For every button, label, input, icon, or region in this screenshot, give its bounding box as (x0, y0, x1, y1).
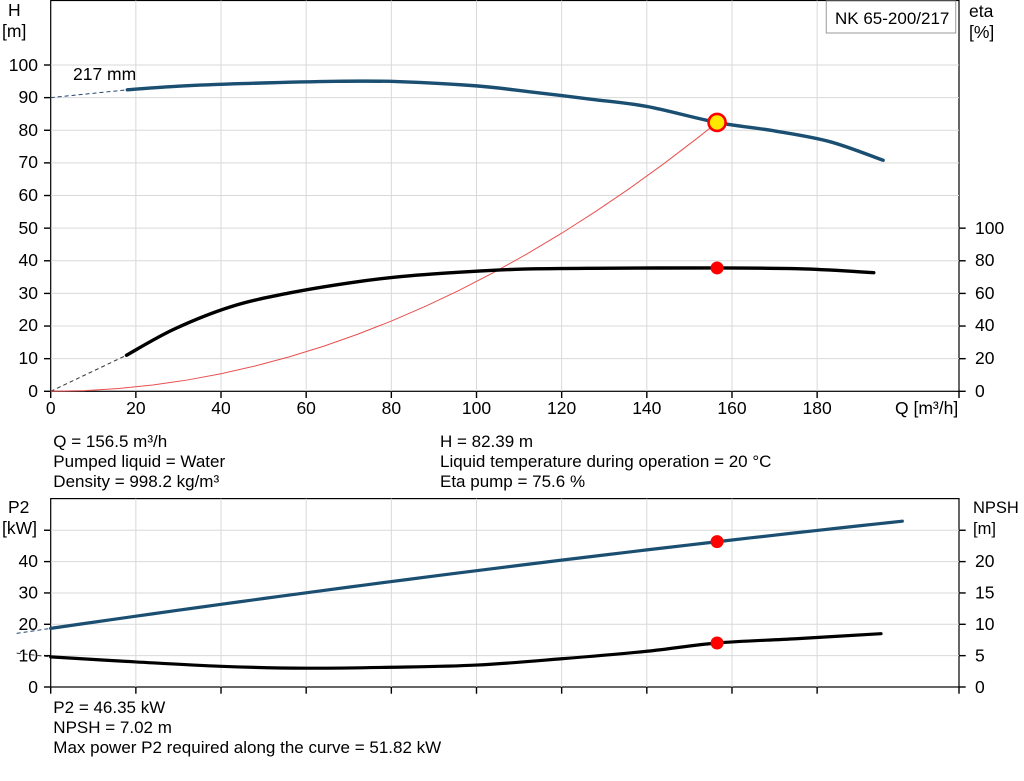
svg-text:40: 40 (19, 551, 39, 571)
svg-text:P2: P2 (8, 497, 29, 517)
svg-text:50: 50 (19, 218, 39, 238)
svg-text:10: 10 (19, 348, 39, 368)
svg-text:[m]: [m] (973, 520, 996, 538)
svg-text:Liquid temperature during oper: Liquid temperature during operation = 20… (440, 452, 771, 471)
svg-text:60: 60 (975, 283, 995, 303)
svg-text:Eta pump = 75.6 %: Eta pump = 75.6 % (440, 472, 585, 491)
svg-text:[m]: [m] (2, 21, 26, 41)
svg-text:20: 20 (975, 348, 995, 368)
svg-text:30: 30 (19, 283, 39, 303)
svg-text:40: 40 (19, 250, 39, 270)
svg-text:180: 180 (803, 398, 832, 418)
svg-text:60: 60 (19, 185, 39, 205)
svg-text:80: 80 (382, 398, 402, 418)
svg-text:30: 30 (19, 583, 39, 603)
svg-text:[kW]: [kW] (2, 518, 37, 538)
svg-text:90: 90 (19, 87, 39, 107)
svg-text:80: 80 (975, 250, 995, 270)
svg-text:Q [m³/h]: Q [m³/h] (895, 398, 958, 418)
svg-text:100: 100 (975, 218, 1004, 238)
svg-text:40: 40 (211, 398, 231, 418)
svg-text:160: 160 (717, 398, 746, 418)
svg-text:40: 40 (975, 315, 995, 335)
svg-text:0: 0 (975, 381, 985, 401)
svg-text:10: 10 (975, 614, 995, 634)
svg-text:NPSH: NPSH (973, 499, 1019, 517)
svg-text:H: H (8, 0, 21, 20)
svg-text:20: 20 (126, 398, 146, 418)
svg-text:20: 20 (19, 614, 39, 634)
svg-text:0: 0 (46, 398, 56, 418)
svg-text:Q = 156.5 m³/h: Q = 156.5 m³/h (53, 432, 167, 451)
svg-text:100: 100 (9, 55, 38, 75)
svg-text:0: 0 (28, 677, 38, 697)
svg-text:20: 20 (19, 315, 39, 335)
svg-text:Density = 998.2 kg/m³: Density = 998.2 kg/m³ (53, 472, 219, 491)
svg-text:60: 60 (296, 398, 316, 418)
svg-text:15: 15 (975, 583, 994, 603)
svg-text:Max power P2 required along th: Max power P2 required along the curve = … (53, 738, 441, 757)
svg-text:P2 = 46.35 kW: P2 = 46.35 kW (53, 698, 165, 717)
svg-text:0: 0 (975, 677, 985, 697)
svg-text:70: 70 (19, 152, 39, 172)
svg-text:120: 120 (547, 398, 576, 418)
svg-text:217 mm: 217 mm (73, 64, 136, 84)
svg-text:100: 100 (462, 398, 491, 418)
svg-text:NK 65-200/217: NK 65-200/217 (835, 9, 949, 28)
svg-text:[%]: [%] (969, 22, 994, 42)
svg-text:H = 82.39 m: H = 82.39 m (440, 432, 533, 451)
svg-text:NPSH = 7.02 m: NPSH = 7.02 m (53, 718, 172, 737)
svg-text:20: 20 (975, 551, 995, 571)
svg-text:0: 0 (28, 381, 38, 401)
svg-text:140: 140 (632, 398, 661, 418)
svg-text:Pumped liquid = Water: Pumped liquid = Water (53, 452, 225, 471)
svg-text:eta: eta (969, 1, 994, 21)
svg-text:80: 80 (19, 120, 39, 140)
svg-text:5: 5 (975, 646, 985, 666)
svg-text:10: 10 (19, 646, 39, 666)
